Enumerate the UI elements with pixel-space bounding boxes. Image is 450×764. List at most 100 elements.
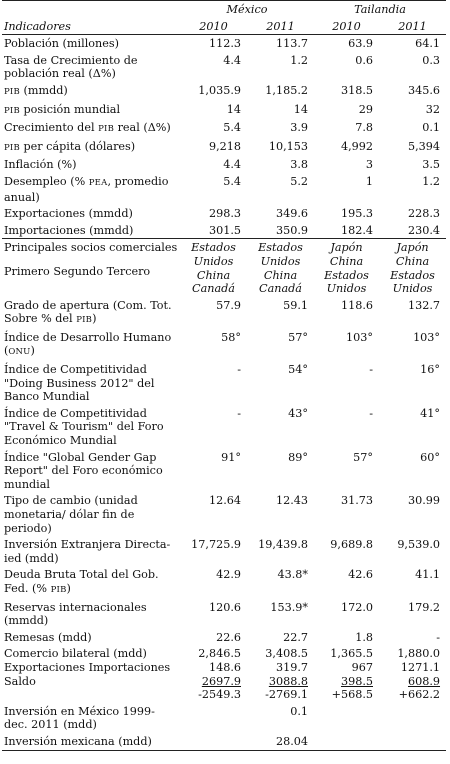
table-row: Exportaciones (mmdd) 298.3 349.6 195.3 228.3 bbox=[2, 205, 446, 222]
indicator-value: 41° bbox=[420, 406, 441, 420]
indicator-label: Remesas (mdd) bbox=[4, 630, 92, 644]
inversion-value: 0.1 bbox=[290, 704, 308, 718]
indicator-label: Índice de Desarrollo Humano (ONU) bbox=[4, 330, 172, 358]
comercio-value: 1,365.5 967 398.5 +568.5 bbox=[330, 647, 373, 702]
indicator-value: 345.6 bbox=[407, 83, 441, 97]
indicator-value: 1.2 bbox=[422, 174, 441, 188]
indicator-value: 41.1 bbox=[415, 568, 441, 582]
indicator-label: PIB posición mundial bbox=[4, 102, 121, 116]
indicators-table: México Tailandia Indicadores 2010 2011 2… bbox=[2, 0, 447, 751]
indicator-value: 112.3 bbox=[208, 37, 241, 51]
indicator-value: 31.73 bbox=[340, 494, 373, 508]
inversion-mx-value: 28.04 bbox=[247, 732, 314, 751]
table-row: Tipo de cambio (unidad monetaria/ dólar … bbox=[2, 492, 446, 536]
indicator-value: 1 bbox=[365, 174, 373, 188]
indicator-label: Importaciones (mmdd) bbox=[4, 223, 134, 237]
indicator-value: 349.6 bbox=[275, 207, 308, 221]
indicator-label: Tasa de Crecimiento de población real (Δ… bbox=[4, 53, 138, 81]
indicator-value: 0.6 bbox=[355, 53, 373, 67]
indicator-value: 63.9 bbox=[348, 37, 373, 51]
saldo-label: Saldo bbox=[4, 674, 36, 688]
indicator-value: 153.9* bbox=[270, 600, 308, 614]
indicator-value: 5,394 bbox=[407, 139, 441, 153]
indicator-value: 298.3 bbox=[208, 207, 241, 221]
indicator-value: 1.8 bbox=[355, 630, 373, 644]
indicator-label: Inversión Extranjera Directa-ied (mdd) bbox=[4, 538, 171, 565]
comercio-value: 1,880.0 1271.1 608.9 +662.2 bbox=[397, 647, 441, 702]
header-row-years: Indicadores 2010 2011 2010 2011 bbox=[2, 17, 447, 36]
socios-value: Japón China Estados Unidos bbox=[379, 238, 447, 297]
indicator-value: 118.6 bbox=[340, 298, 373, 312]
indicator-value: 4.4 bbox=[223, 158, 241, 172]
indicator-value: 14 bbox=[226, 102, 241, 116]
indicator-value: 54° bbox=[288, 363, 308, 377]
socios-value: Estados Unidos China Canadá bbox=[247, 238, 314, 297]
socios-value: Japón China Estados Unidos bbox=[314, 238, 379, 297]
indicator-label: PIB per cápita (dólares) bbox=[4, 139, 136, 153]
indicator-value: 29 bbox=[358, 102, 373, 116]
indicator-value: 43.8* bbox=[277, 568, 308, 582]
indicator-value: 318.5 bbox=[340, 83, 373, 97]
indicator-value: 301.5 bbox=[208, 223, 241, 237]
country-tailandia: Tailandia bbox=[314, 0, 447, 18]
indicator-value: 182.4 bbox=[340, 223, 373, 237]
year-header: 2010 bbox=[180, 17, 247, 36]
comercio-sub-label: Exportaciones Importaciones bbox=[4, 660, 171, 674]
table-row: Inflación (%) 4.4 3.8 3 3.5 bbox=[2, 156, 446, 173]
table-row: Índice de Competitividad "Travel & Touri… bbox=[2, 405, 446, 449]
indicator-label: Índice de Competitividad "Doing Business… bbox=[4, 363, 155, 404]
indicator-value: 12.43 bbox=[275, 494, 308, 508]
indicator-value: 1,185.2 bbox=[265, 83, 308, 97]
indicator-value: 5.4 bbox=[223, 121, 241, 135]
indicator-value: 5.2 bbox=[290, 174, 308, 188]
indicator-value: 10,153 bbox=[268, 139, 308, 153]
indicator-value: 16° bbox=[420, 363, 441, 377]
comercio-label: Comercio bilateral (mdd) bbox=[4, 647, 147, 661]
indicator-value: 89° bbox=[288, 450, 308, 464]
table-row: Desempleo (% PEA, promedio anual) 5.4 5.2 1… bbox=[2, 173, 446, 205]
table-row: Crecimiento del PIB real (Δ%) 5.4 3.9 7.8 0.… bbox=[2, 119, 446, 138]
table-row: PIB posición mundial 14 14 29 32 bbox=[2, 101, 446, 120]
indicator-value: 22.7 bbox=[283, 630, 308, 644]
comercio-row: Comercio bilateral (mdd) Exportaciones I… bbox=[2, 645, 446, 702]
table-row: Tasa de Crecimiento de población real (Δ… bbox=[2, 52, 446, 82]
indicator-value: 3.8 bbox=[290, 158, 308, 172]
indicator-label: Grado de apertura (Com. Tot. Sobre % del… bbox=[4, 298, 172, 326]
indicator-value: 132.7 bbox=[407, 298, 441, 312]
indicator-value: 7.8 bbox=[355, 121, 373, 135]
indicator-label: Tipo de cambio (unidad monetaria/ dólar … bbox=[4, 494, 138, 535]
inversion-mx-row: Inversión mexicana (mdd) 28.04 bbox=[2, 732, 447, 751]
indicator-value: 17,725.9 bbox=[191, 538, 241, 552]
header-row-countries: México Tailandia bbox=[2, 0, 447, 18]
indicator-label: Reservas internacionales (mmdd) bbox=[4, 600, 147, 628]
indicator-value: 9,218 bbox=[208, 139, 241, 153]
table-row: Deuda Bruta Total del Gob. Fed. (% PIB) 4… bbox=[2, 566, 446, 598]
table-row: Población (millones) 112.3 113.7 63.9 64.1 bbox=[2, 35, 446, 52]
table-row: Índice "Global Gender Gap Report" del Fo… bbox=[2, 449, 446, 493]
year-header: 2011 bbox=[379, 17, 447, 36]
indicator-value: 195.3 bbox=[340, 207, 373, 221]
indicator-value: 172.0 bbox=[340, 600, 373, 614]
indicator-value: 64.1 bbox=[415, 37, 441, 51]
indicator-value: 22.6 bbox=[216, 630, 241, 644]
inversion-label: Inversión en México 1999-dec. 2011 (mdd) bbox=[4, 704, 155, 732]
indicators-heading: Indicadores bbox=[2, 17, 180, 36]
indicator-label: Índice de Competitividad "Travel & Touri… bbox=[4, 406, 164, 448]
indicator-value: 12.64 bbox=[208, 494, 241, 508]
indicator-value: 3.9 bbox=[290, 121, 308, 135]
comercio-value: 2,846.5 148.6 2697.9 -2549.3 bbox=[198, 647, 241, 702]
indicator-value: 43° bbox=[288, 406, 308, 420]
indicator-value: 0.1 bbox=[422, 121, 441, 135]
indicator-value: 60° bbox=[420, 450, 441, 464]
table-row: PIB (mmdd) 1,035.9 1,185.2 318.5 345.6 bbox=[2, 82, 446, 101]
indicator-value: - bbox=[237, 406, 241, 420]
indicator-value: - bbox=[436, 630, 441, 644]
indicator-value: 57° bbox=[288, 330, 308, 344]
indicator-value: 58° bbox=[221, 330, 241, 344]
socios-row: Principales socios comerciales Primero S… bbox=[2, 238, 447, 297]
indicator-value: 42.6 bbox=[348, 568, 373, 582]
indicator-value: 14 bbox=[293, 102, 308, 116]
table-row: Índice de Competitividad "Doing Business… bbox=[2, 361, 446, 405]
indicator-value: 4,992 bbox=[340, 139, 373, 153]
indicator-label: Población (millones) bbox=[4, 37, 119, 51]
